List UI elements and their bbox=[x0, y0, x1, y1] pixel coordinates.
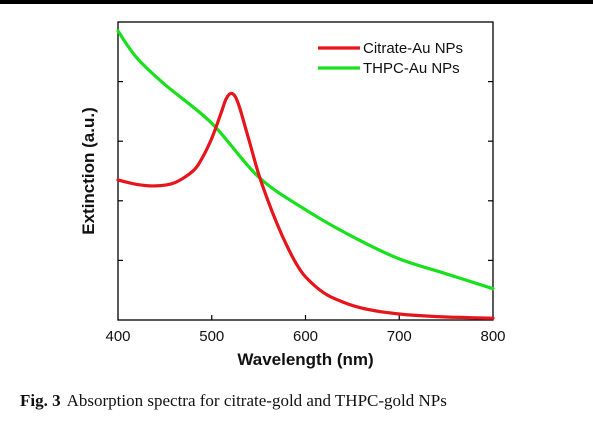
series-line-citrate-au-nps bbox=[116, 91, 495, 320]
extinction-chart: 400 500 600 700 800 Citrate-Au NPs THPC-Au NP… bbox=[79, 21, 506, 369]
series-line-thpc-au-nps bbox=[116, 29, 495, 291]
caption-text: Absorption spectra for citrate-gold and … bbox=[66, 391, 447, 410]
x-tick-label-400: 400 bbox=[105, 328, 130, 345]
series-layer bbox=[116, 29, 495, 320]
figure-caption: Fig. 3 Absorption spectra for citrate-gol… bbox=[20, 391, 447, 411]
legend-label-citrate-au-nps: Citrate-Au NPs bbox=[363, 40, 463, 57]
x-tick-label-600: 600 bbox=[293, 328, 318, 345]
y-axis-ticks bbox=[118, 80, 493, 261]
x-tick-label-500: 500 bbox=[199, 328, 224, 345]
x-axis-label: Wavelength (nm) bbox=[237, 350, 373, 369]
x-tick-label-800: 800 bbox=[480, 328, 505, 345]
caption-label: Fig. 3 bbox=[20, 391, 61, 410]
y-axis-label: Extinction (a.u.) bbox=[79, 107, 98, 235]
x-tick-label-700: 700 bbox=[387, 328, 412, 345]
legend: Citrate-Au NPs THPC-Au NPs bbox=[318, 40, 463, 77]
x-axis-ticks: 400 500 600 700 800 bbox=[105, 315, 506, 345]
top-rule bbox=[0, 0, 593, 4]
legend-label-thpc-au-nps: THPC-Au NPs bbox=[363, 60, 460, 77]
